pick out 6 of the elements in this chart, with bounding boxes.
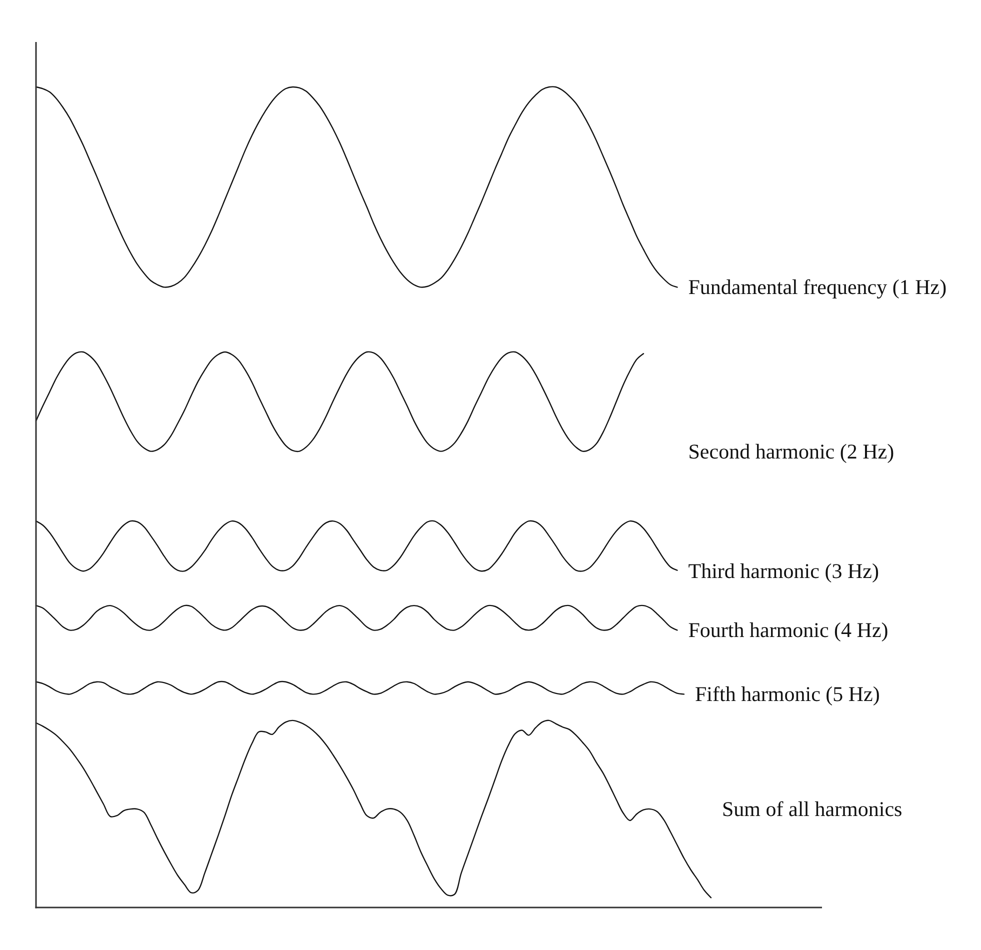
series-label: Fourth harmonic (4 Hz) [688, 618, 888, 642]
series-label: Fundamental frequency (1 Hz) [688, 275, 947, 300]
text: Sum of all harmonics [722, 797, 902, 822]
series-label: Third harmonic (3 Hz) [688, 559, 879, 584]
text: Second harmonic (2 Hz) [688, 439, 894, 464]
series-label: Fifth harmonic (5 Hz) [695, 682, 880, 706]
